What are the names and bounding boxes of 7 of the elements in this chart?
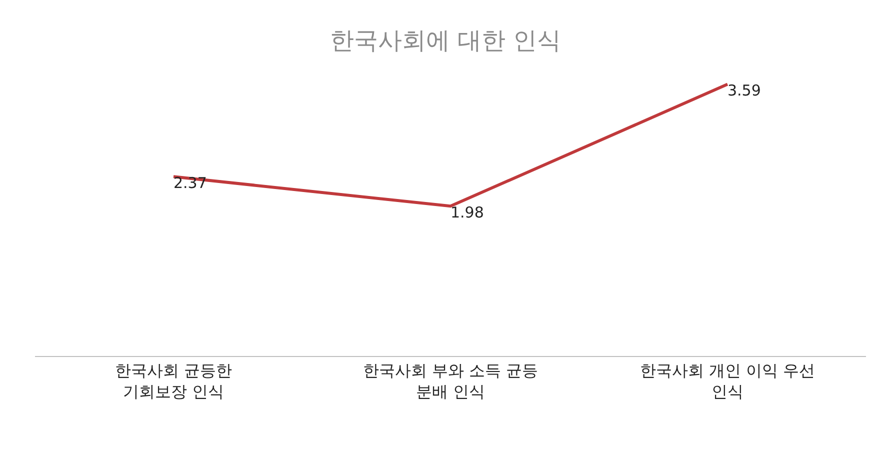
data-label: 2.37 (174, 174, 207, 192)
data-label: 1.98 (450, 203, 484, 222)
x-tick-label: 한국사회 개인 이익 우선 인식 (640, 361, 816, 401)
chart-title: 한국사회에 대한 인식 (330, 26, 562, 55)
x-tick-label: 한국사회 균등한 기회보장 인식 (114, 361, 232, 401)
x-tick-label: 한국사회 부와 소득 균등 분배 인식 (362, 361, 538, 401)
data-label: 3.59 (728, 82, 761, 100)
